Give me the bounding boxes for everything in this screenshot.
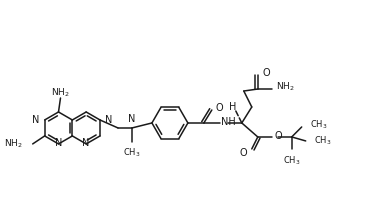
Text: CH$_3$: CH$_3$ bbox=[283, 155, 301, 167]
Text: N: N bbox=[82, 138, 90, 148]
Text: N: N bbox=[128, 114, 136, 124]
Text: O: O bbox=[263, 68, 270, 78]
Text: N: N bbox=[55, 138, 62, 148]
Text: CH$_3$: CH$_3$ bbox=[123, 147, 141, 159]
Text: O: O bbox=[275, 131, 282, 141]
Text: H: H bbox=[229, 102, 236, 112]
Text: CH$_3$: CH$_3$ bbox=[314, 135, 331, 147]
Text: NH$_2$: NH$_2$ bbox=[276, 81, 294, 93]
Text: NH$_2$: NH$_2$ bbox=[51, 87, 70, 99]
Text: O: O bbox=[216, 103, 223, 113]
Text: O: O bbox=[239, 148, 247, 158]
Text: NH$_2$: NH$_2$ bbox=[4, 138, 23, 150]
Text: N: N bbox=[32, 115, 40, 125]
Text: N: N bbox=[105, 115, 113, 125]
Text: NH: NH bbox=[221, 117, 236, 127]
Text: CH$_3$: CH$_3$ bbox=[310, 119, 327, 131]
